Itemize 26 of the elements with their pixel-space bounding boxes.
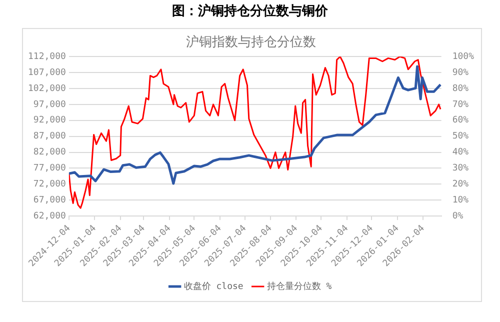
y-tick-label: 102,000 bbox=[28, 84, 66, 94]
chart-title: 图：沪铜持仓分位数与铜价 bbox=[171, 2, 329, 21]
y-tick-label: 72,000 bbox=[33, 180, 66, 190]
y2-tick-label: 70% bbox=[452, 100, 470, 110]
y2-tick-label: 10% bbox=[452, 195, 470, 206]
y-tick-label: 67,000 bbox=[33, 195, 66, 206]
legend-label: 收盘价 close bbox=[184, 280, 244, 292]
y-tick-label: 62,000 bbox=[33, 211, 66, 222]
y2-tick-label: 30% bbox=[452, 164, 470, 174]
legend-label: 持仓量分位数 % bbox=[266, 280, 332, 292]
y2-tick-label: 40% bbox=[452, 148, 470, 158]
y2-tick-label: 80% bbox=[452, 84, 470, 94]
y-tick-label: 82,000 bbox=[33, 148, 66, 158]
y-tick-label: 77,000 bbox=[33, 164, 66, 174]
y2-tick-label: 90% bbox=[452, 68, 470, 78]
y2-tick-label: 60% bbox=[452, 116, 470, 126]
y-tick-label: 107,000 bbox=[28, 68, 66, 78]
y-tick-label: 87,000 bbox=[33, 132, 66, 142]
y2-tick-label: 0% bbox=[452, 211, 464, 222]
y-tick-label: 112,000 bbox=[28, 52, 66, 62]
chart-subtitle: 沪铜指数与持仓分位数 bbox=[186, 34, 316, 50]
y2-tick-label: 100% bbox=[452, 52, 475, 62]
y2-tick-label: 50% bbox=[452, 132, 470, 142]
y-tick-label: 92,000 bbox=[33, 116, 66, 126]
y2-tick-label: 20% bbox=[452, 180, 470, 190]
y-tick-label: 97,000 bbox=[33, 100, 66, 110]
